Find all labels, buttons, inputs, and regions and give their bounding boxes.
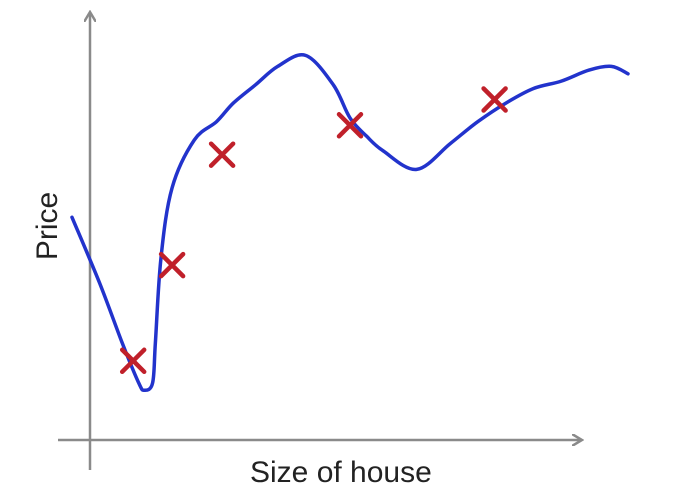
- data-point-marker: [481, 86, 508, 113]
- data-point-marker: [208, 141, 236, 168]
- data-point-marker: [158, 251, 186, 279]
- data-point-marker: [336, 112, 364, 139]
- marker-layer: [119, 86, 508, 375]
- curve-layer: [70, 53, 630, 392]
- y-axis-label: Price: [31, 191, 64, 261]
- data-point-marker: [119, 347, 147, 375]
- x-axis-label: Size of house: [250, 456, 432, 489]
- fitted-curve: [70, 53, 630, 392]
